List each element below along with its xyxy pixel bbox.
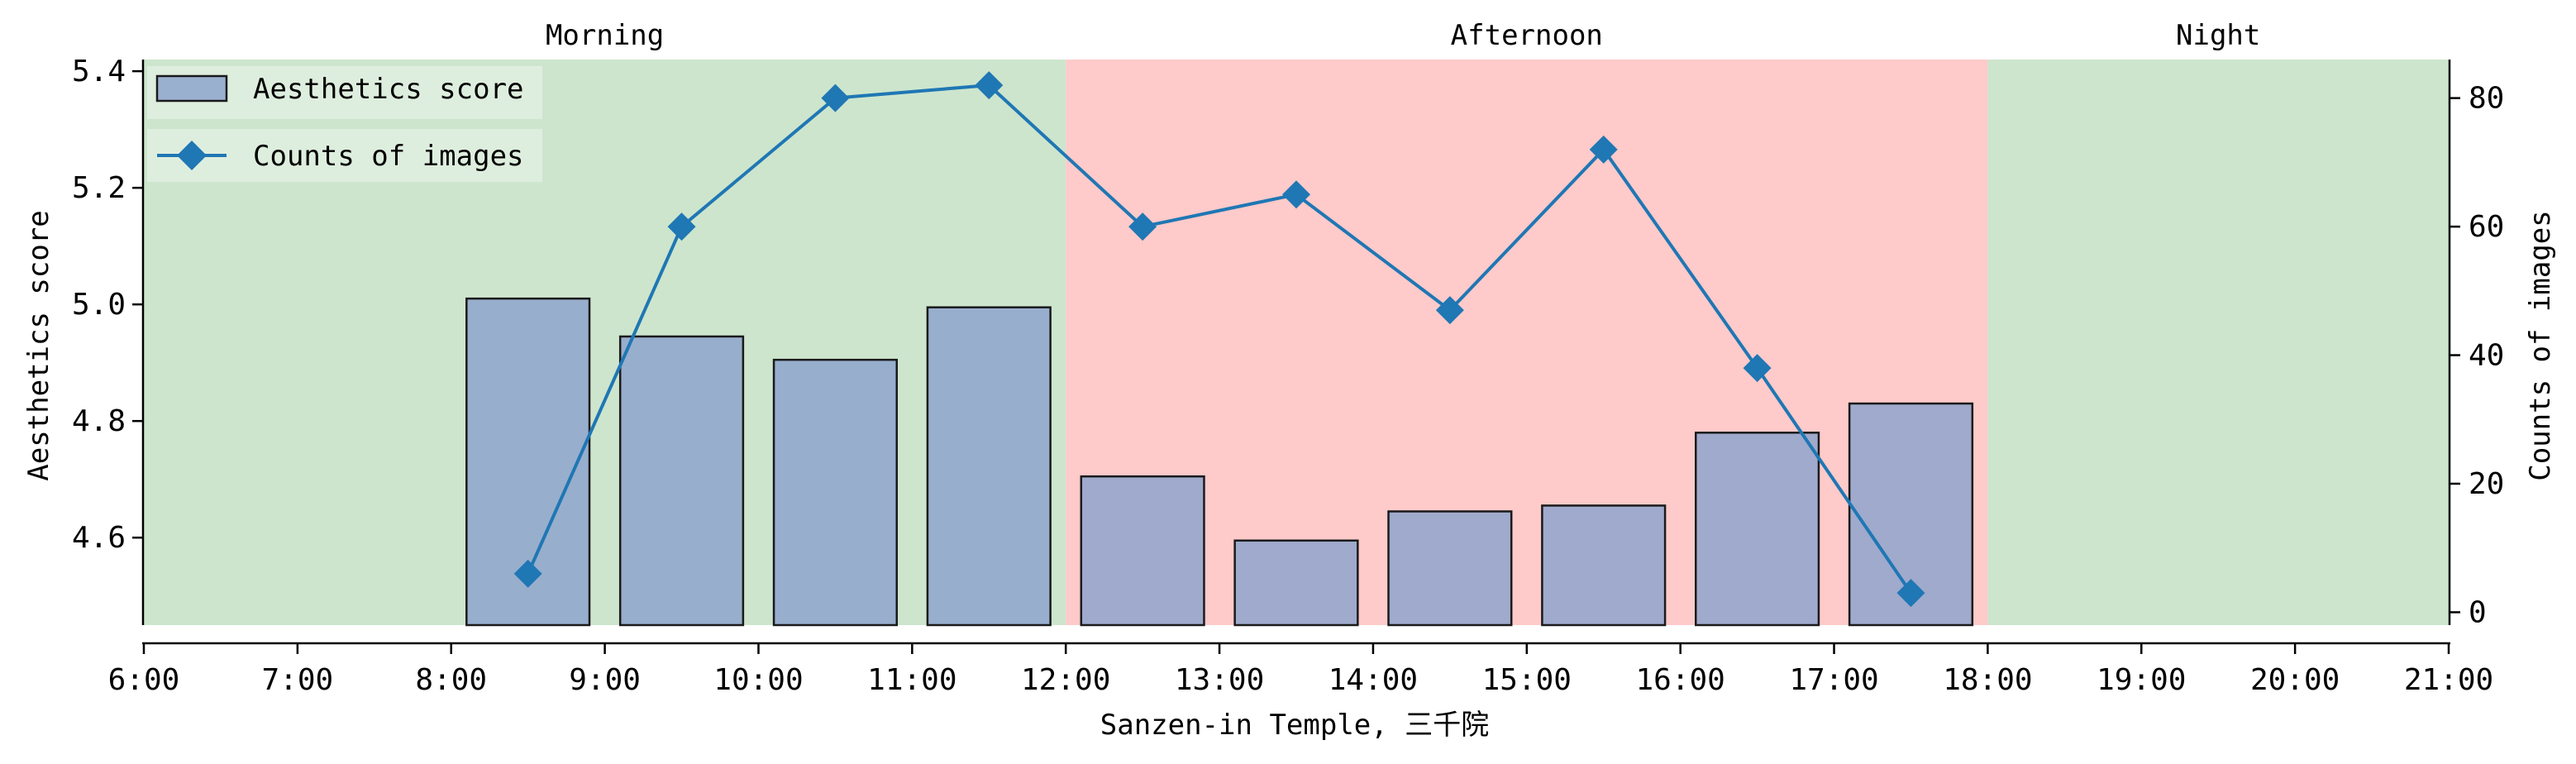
period-label-morning: Morning <box>546 19 664 52</box>
legend: Aesthetics score Counts of images <box>147 66 542 182</box>
x-tick-label: 6:00 <box>108 663 180 697</box>
bar-aesthetics-score <box>1695 432 1820 627</box>
bar-aesthetics-score <box>772 358 898 627</box>
line-point-marker <box>1589 135 1618 164</box>
x-tick-label: 19:00 <box>2097 663 2186 697</box>
y-tick-label: 5.0 <box>72 288 126 322</box>
bar-aesthetics-score <box>1541 504 1667 627</box>
line-point-marker <box>1743 354 1772 383</box>
y-tick-label: 4.6 <box>72 521 126 555</box>
line-point-marker <box>975 71 1004 100</box>
legend-line-marker <box>177 141 207 170</box>
x-tick-label: 9:00 <box>569 663 641 697</box>
line-point-marker <box>1128 212 1157 241</box>
x-tick-label: 14:00 <box>1329 663 1418 697</box>
period-background-night <box>1987 60 2449 625</box>
y2-tick-label: 60 <box>2469 210 2504 244</box>
x-tick-label: 13:00 <box>1175 663 1264 697</box>
period-backgrounds <box>144 60 2449 625</box>
x-tick-label: 7:00 <box>262 663 334 697</box>
x-tick-label: 10:00 <box>713 663 803 697</box>
y2-tick-label: 40 <box>2469 339 2504 373</box>
period-label-afternoon: Afternoon <box>1451 19 1603 52</box>
x-tick-label: 17:00 <box>1789 663 1878 697</box>
bar-aesthetics-score <box>926 306 1052 627</box>
y-tick-label: 5.4 <box>72 55 126 88</box>
x-tick-label: 20:00 <box>2250 663 2340 697</box>
legend-label-line: Counts of images <box>253 140 524 173</box>
y2-tick-label: 0 <box>2469 595 2487 629</box>
axes: 6:00 7:00 8:00 9:00 10:00 11:00 12:00 13:00 14:0… <box>72 55 2504 697</box>
bar-aesthetics-score <box>1387 510 1513 627</box>
x-tick-label: 8:00 <box>415 663 487 697</box>
line-counts-of-images <box>526 84 1913 594</box>
y-tick-label: 5.2 <box>72 171 126 205</box>
y2-tick-label: 80 <box>2469 82 2504 116</box>
x-tick-label: 12:00 <box>1021 663 1110 697</box>
bar-aesthetics-score <box>1080 475 1205 627</box>
bar-aesthetics-score <box>1233 539 1359 627</box>
y-tick-label: 4.8 <box>72 404 126 438</box>
period-label-night: Night <box>2176 19 2260 52</box>
line-point-marker <box>513 559 542 588</box>
period-background-morning <box>144 60 1066 625</box>
period-background-afternoon <box>1066 60 1988 625</box>
bar-series <box>465 297 1974 627</box>
legend-bar-swatch <box>155 74 228 103</box>
line-point-marker <box>1896 579 1925 608</box>
x-tick-label: 11:00 <box>867 663 956 697</box>
x-tick-label: 18:00 <box>1943 663 2032 697</box>
x-tick-label: 21:00 <box>2404 663 2493 697</box>
period-labels: Morning Afternoon Night <box>546 19 2260 52</box>
bar-aesthetics-score <box>618 335 745 627</box>
y-axis-title: Aesthetics score <box>22 210 55 481</box>
legend-label-bars: Aesthetics score <box>253 73 524 106</box>
x-tick-label: 15:00 <box>1482 663 1572 697</box>
y2-axis-title: Counts of images <box>2524 210 2557 481</box>
line-point-marker <box>1282 180 1310 209</box>
line-point-marker <box>821 84 850 112</box>
line-point-marker <box>1435 296 1464 325</box>
line-point-marker <box>667 212 696 241</box>
line-series <box>513 71 1925 608</box>
y2-tick-label: 20 <box>2469 467 2504 501</box>
x-axis-title: Sanzen-in Temple, 三千院 <box>1100 709 1489 742</box>
x-tick-label: 16:00 <box>1635 663 1724 697</box>
